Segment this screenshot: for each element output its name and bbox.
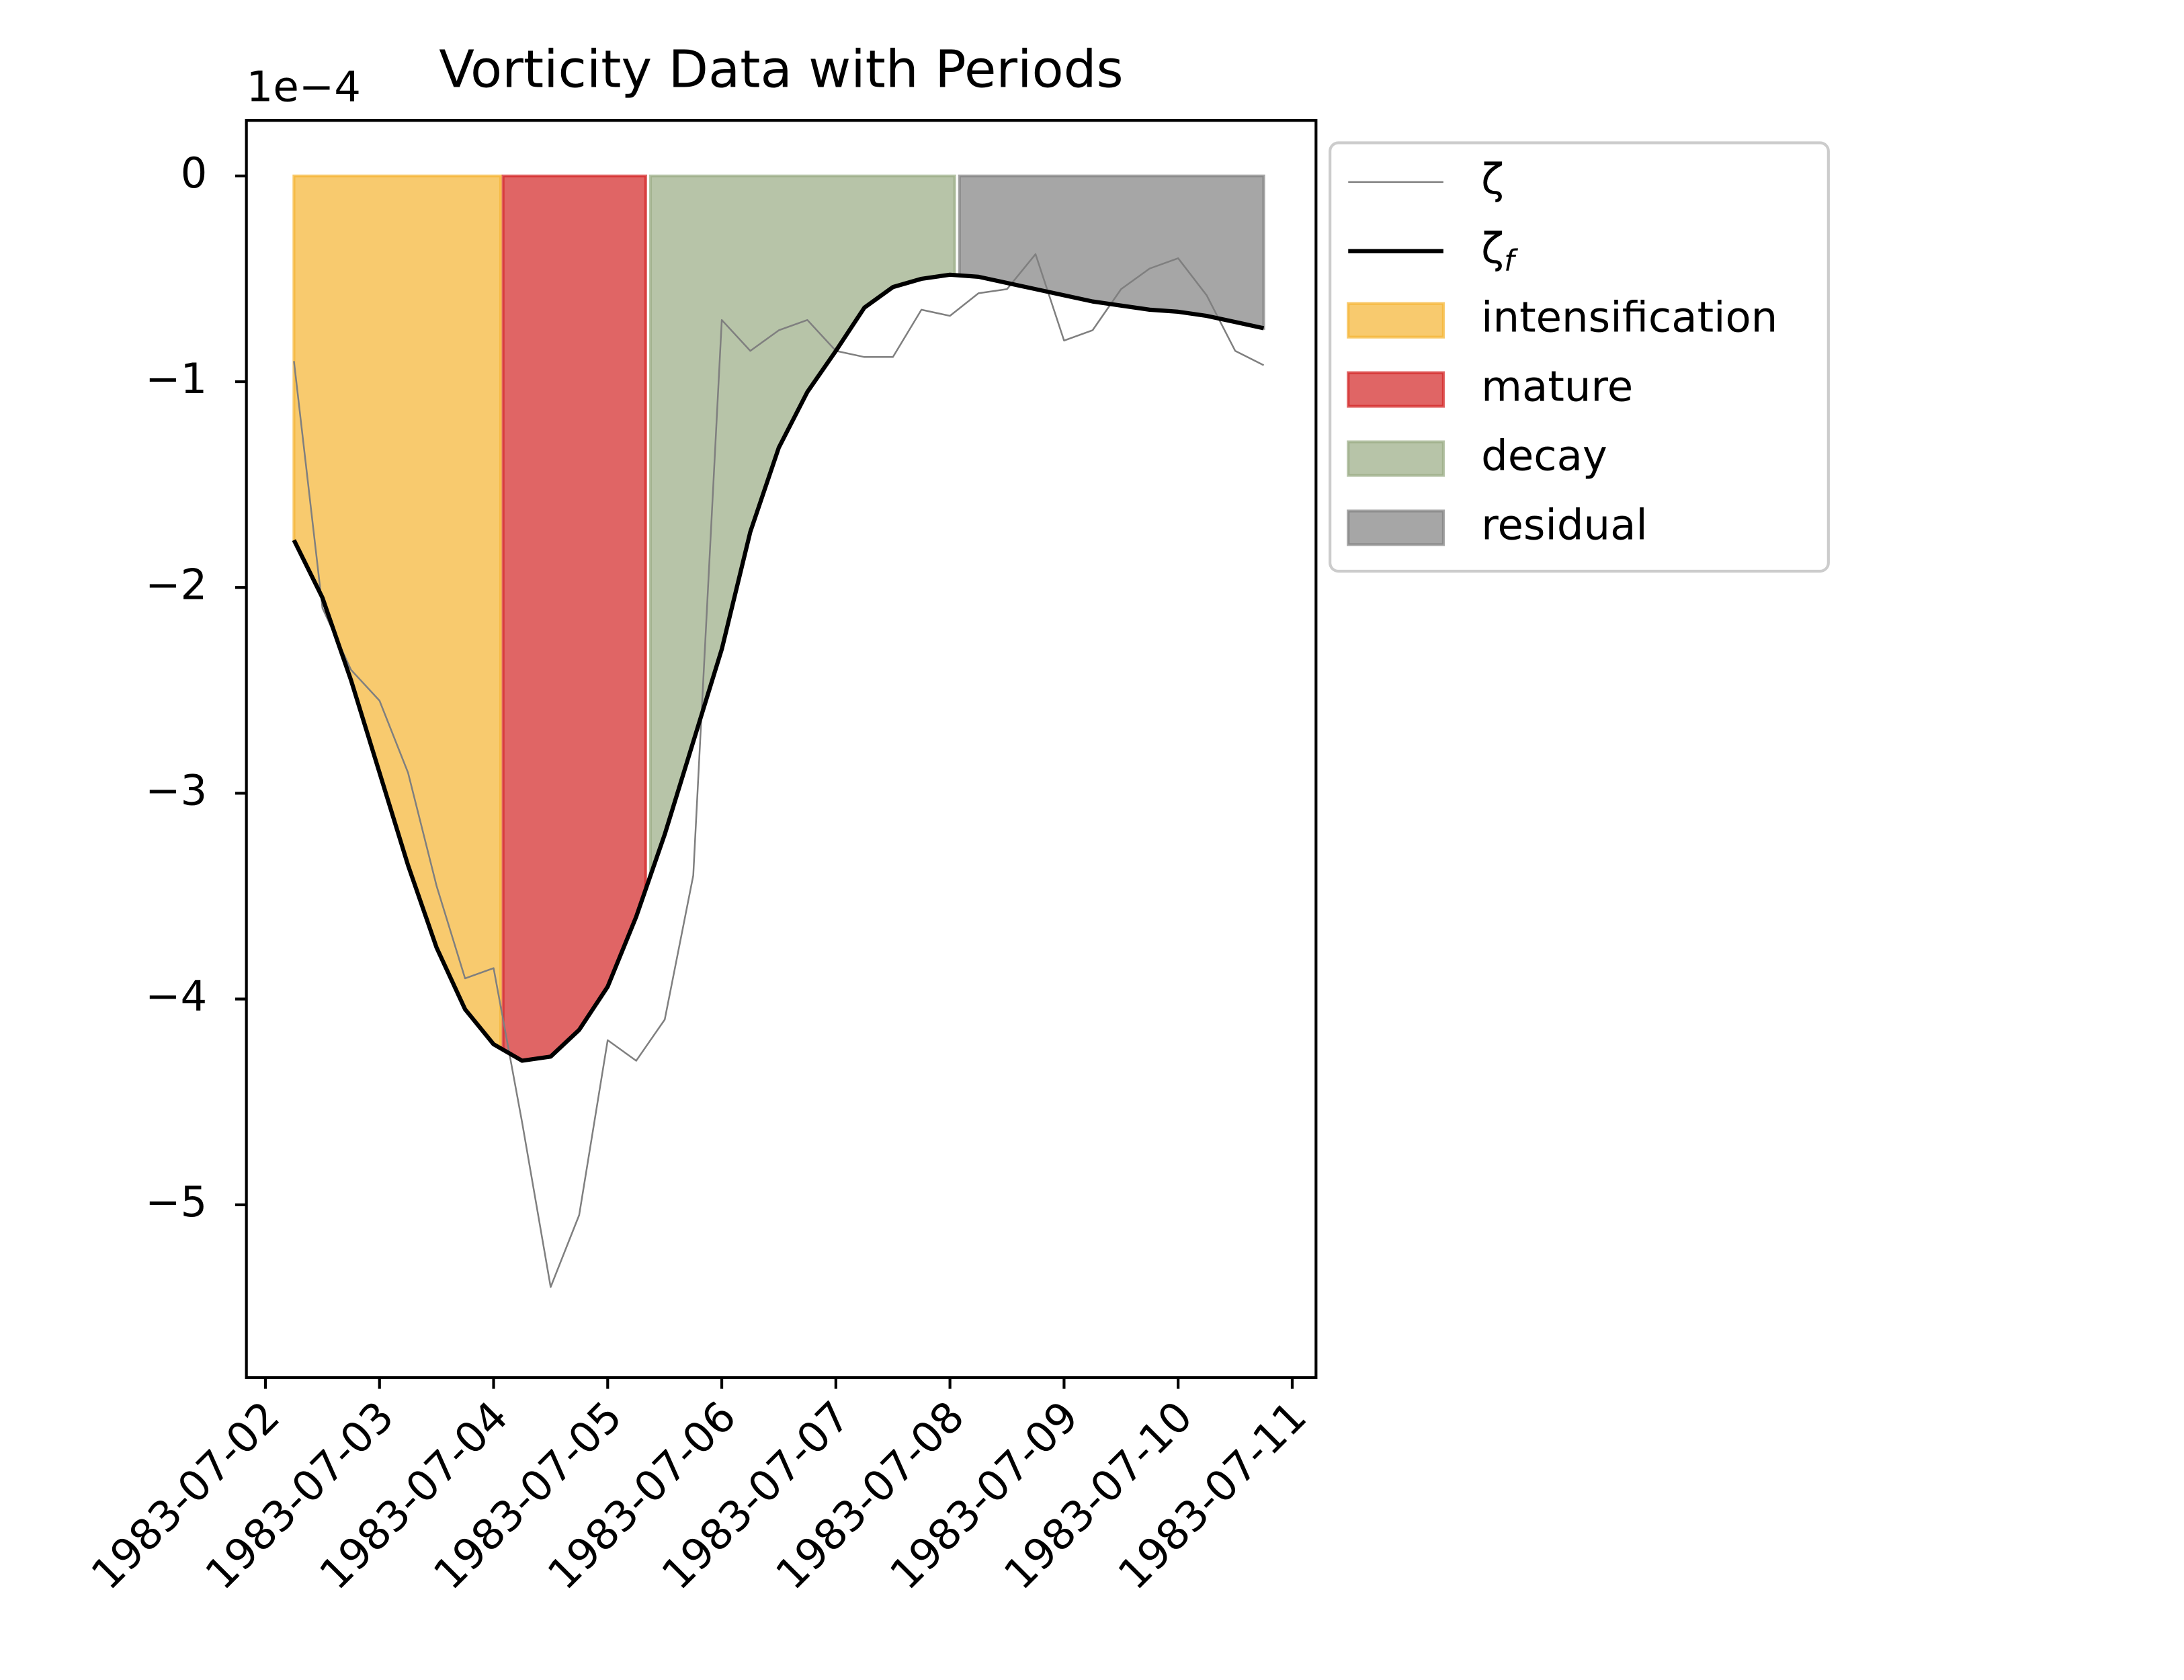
legend-label: intensification — [1481, 293, 1777, 342]
plot-frame — [245, 119, 1318, 1380]
legend-label: residual — [1481, 500, 1648, 549]
period-area — [501, 174, 647, 1062]
chart-title: Vorticity Data with Periods — [439, 39, 1123, 99]
y-offset-label: 1e−4 — [247, 62, 361, 111]
line — [292, 272, 1265, 1063]
line — [293, 253, 1265, 1288]
y-tick-label: −4 — [145, 972, 207, 1021]
y-tick-label: −1 — [145, 354, 207, 403]
legend-swatch — [1347, 440, 1445, 477]
legend-swatch — [1347, 509, 1445, 546]
legend-swatch — [1347, 302, 1445, 339]
y-tick-label: −2 — [145, 560, 207, 609]
legend-swatch — [1347, 371, 1445, 408]
legend-label: ζ — [1481, 155, 1504, 204]
y-tick-label: 0 — [181, 149, 208, 198]
legend-frame — [1329, 141, 1830, 573]
legend-label: mature — [1481, 362, 1633, 411]
legend-label: decay — [1481, 431, 1607, 480]
y-tick-label: −5 — [145, 1177, 207, 1226]
y-tick-label: −3 — [145, 765, 207, 814]
